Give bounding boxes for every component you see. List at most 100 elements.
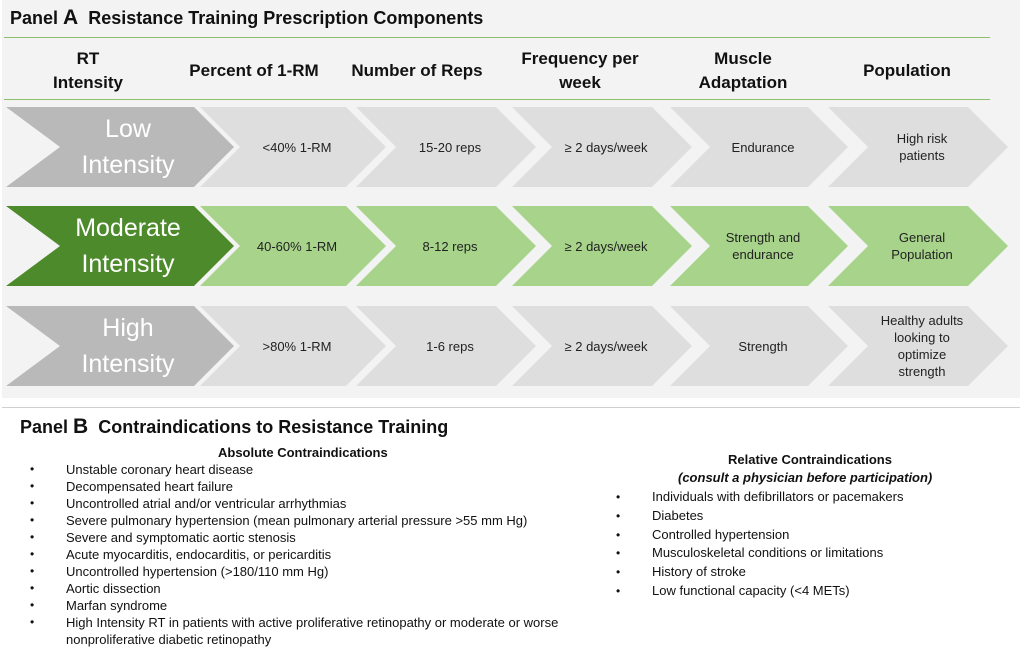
text-line: Strength bbox=[738, 338, 788, 354]
cell-text: ≥ 2 days/week bbox=[518, 139, 685, 156]
list-item-text: Marfan syndrome bbox=[66, 598, 168, 613]
cell-text: Endurance bbox=[686, 139, 833, 156]
list-item-text: Aortic dissection bbox=[66, 581, 161, 596]
text-line: Number of Reps bbox=[351, 61, 483, 80]
text-line: 15-20 reps bbox=[418, 139, 482, 155]
list-item: • Diabetes bbox=[610, 507, 990, 526]
panel-b-title: Panel B Contraindications to Resistance … bbox=[20, 415, 448, 439]
bullet-icon: • bbox=[616, 546, 621, 561]
text-line: Percent of 1-RM bbox=[189, 61, 319, 80]
header-number-of-reps: Number of Reps bbox=[340, 44, 494, 98]
bullet-icon: • bbox=[616, 565, 621, 580]
bullet-icon: • bbox=[30, 496, 35, 510]
header-rt-intensity: RT Intensity bbox=[4, 44, 172, 98]
panel-b: Panel B Contraindications to Resistance … bbox=[2, 407, 1020, 665]
header-frequency-per-week: Frequency per week bbox=[504, 44, 656, 98]
relative-list: • Individuals with defibrillators or pace… bbox=[610, 488, 990, 601]
text-line: patients bbox=[899, 148, 945, 163]
text-line: week bbox=[559, 73, 601, 92]
text-line: Frequency per bbox=[521, 49, 639, 68]
text-line: 1-6 reps bbox=[426, 338, 474, 354]
bullet-icon: • bbox=[30, 462, 35, 476]
chevron-cell-low-frequency-per-week: ≥ 2 days/week bbox=[512, 107, 692, 187]
cell-text: Strength and endurance bbox=[680, 229, 838, 263]
list-item-text: Musculoskeletal conditions or limitation… bbox=[652, 545, 884, 561]
list-item-text: Uncontrolled hypertension (>180/110 mm H… bbox=[66, 564, 329, 579]
intensity-chevron-high: High Intensity bbox=[6, 306, 234, 386]
header-bottom-rule bbox=[4, 99, 990, 100]
list-item: • Controlled hypertension bbox=[610, 526, 990, 545]
bullet-icon: • bbox=[30, 581, 35, 595]
cell-text: ≥ 2 days/week bbox=[518, 338, 685, 355]
header-muscle-adaptation: Muscle Adaptation bbox=[666, 44, 820, 98]
bullet-icon: • bbox=[616, 490, 621, 504]
text-line: Muscle bbox=[714, 49, 772, 68]
list-item: • Decompensated heart failure bbox=[26, 478, 606, 495]
chevron-cell-moderate-muscle-adaptation: Strength and endurance bbox=[670, 206, 848, 286]
text-line: Population bbox=[891, 247, 953, 262]
list-item-text: High Intensity RT in patients with activ… bbox=[66, 615, 559, 647]
text-line: 8-12 reps bbox=[422, 238, 478, 254]
list-item-text: Severe pulmonary hypertension (mean pulm… bbox=[66, 513, 528, 528]
list-item-text: Individuals with defibrillators or pacem… bbox=[652, 489, 904, 504]
list-item-text: Unstable coronary heart disease bbox=[66, 462, 254, 477]
absolute-heading: Absolute Contraindications bbox=[218, 445, 388, 460]
bullet-icon: • bbox=[30, 530, 35, 544]
text-line: General bbox=[898, 230, 946, 245]
absolute-list: • Unstable coronary heart disease • Decompe… bbox=[26, 461, 606, 648]
list-item: • Aortic dissection bbox=[26, 580, 606, 597]
intensity-label: High Intensity bbox=[25, 310, 214, 382]
cell-text: 8-12 reps bbox=[377, 238, 516, 255]
list-item: • Severe and symptomatic aortic stenosis bbox=[26, 529, 606, 546]
text-line: optimize bbox=[897, 347, 947, 362]
list-item: • Marfan syndrome bbox=[26, 597, 606, 614]
text-line: Intensity bbox=[81, 350, 175, 378]
bullet-icon: • bbox=[30, 598, 35, 612]
chevron-cell-low-population: High risk patients bbox=[828, 107, 1008, 187]
text-line: High risk bbox=[896, 131, 948, 146]
bullet-icon: • bbox=[30, 564, 35, 578]
cell-text: General Population bbox=[845, 229, 990, 263]
list-item-text: Acute myocarditis, endocarditis, or peri… bbox=[66, 547, 332, 562]
list-item: • Low functional capacity (<4 METs) bbox=[610, 582, 990, 601]
panel-b-title-text: Contraindications to Resistance Training bbox=[98, 417, 449, 437]
text-line: 40-60% 1-RM bbox=[256, 238, 338, 254]
text-line: looking to bbox=[894, 330, 950, 345]
chevron-cell-low-muscle-adaptation: Endurance bbox=[670, 107, 848, 187]
text-line: Moderate bbox=[75, 214, 181, 242]
chevron-cell-high-frequency-per-week: ≥ 2 days/week bbox=[512, 306, 692, 386]
header-population: Population bbox=[822, 44, 992, 98]
list-item: • Individuals with defibrillators or pace… bbox=[610, 488, 990, 507]
chevron-cell-moderate-frequency-per-week: ≥ 2 days/week bbox=[512, 206, 692, 286]
list-item-text: Controlled hypertension bbox=[652, 526, 790, 542]
intensity-chevron-moderate: Moderate Intensity bbox=[6, 206, 234, 286]
header-text: RT Intensity bbox=[53, 47, 123, 95]
relative-heading: Relative Contraindications bbox=[728, 452, 892, 467]
header-text: Frequency per week bbox=[521, 47, 638, 95]
list-item: • Musculoskeletal conditions or limitatio… bbox=[610, 544, 990, 563]
bullet-icon: • bbox=[30, 547, 35, 561]
panel-a-title-prefix: Panel bbox=[10, 8, 59, 28]
chevron-cell-high-population: Healthy adults looking to optimize strength bbox=[828, 306, 1008, 386]
intensity-chevron-low: Low Intensity bbox=[6, 107, 234, 187]
header-text: Muscle Adaptation bbox=[699, 47, 788, 95]
text-line: ≥ 2 days/week bbox=[564, 338, 648, 354]
header-text: Percent of 1-RM bbox=[189, 59, 318, 83]
header-text: Population bbox=[863, 59, 951, 83]
panel-a-title: Panel A Resistance Training Prescription… bbox=[10, 6, 483, 30]
bullet-icon: • bbox=[30, 479, 35, 493]
text-line: High bbox=[102, 314, 154, 342]
relative-subheading: (consult a physician before participatio… bbox=[678, 470, 933, 485]
cell-text: ≥ 2 days/week bbox=[518, 238, 685, 255]
list-item-text: Decompensated heart failure bbox=[66, 479, 233, 494]
list-item: • High Intensity RT in patients with acti… bbox=[26, 614, 606, 648]
text-line: <40% 1-RM bbox=[262, 139, 332, 155]
header-top-rule bbox=[4, 37, 990, 38]
text-line: >80% 1-RM bbox=[262, 338, 332, 354]
header-percent-1rm: Percent of 1-RM bbox=[174, 44, 334, 98]
bullet-icon: • bbox=[30, 513, 35, 527]
cell-text: <40% 1-RM bbox=[217, 139, 370, 156]
list-item: • Uncontrolled atrial and/or ventricular … bbox=[26, 495, 606, 512]
cell-text: 40-60% 1-RM bbox=[211, 238, 375, 255]
chevron-cell-moderate-population: General Population bbox=[828, 206, 1008, 286]
